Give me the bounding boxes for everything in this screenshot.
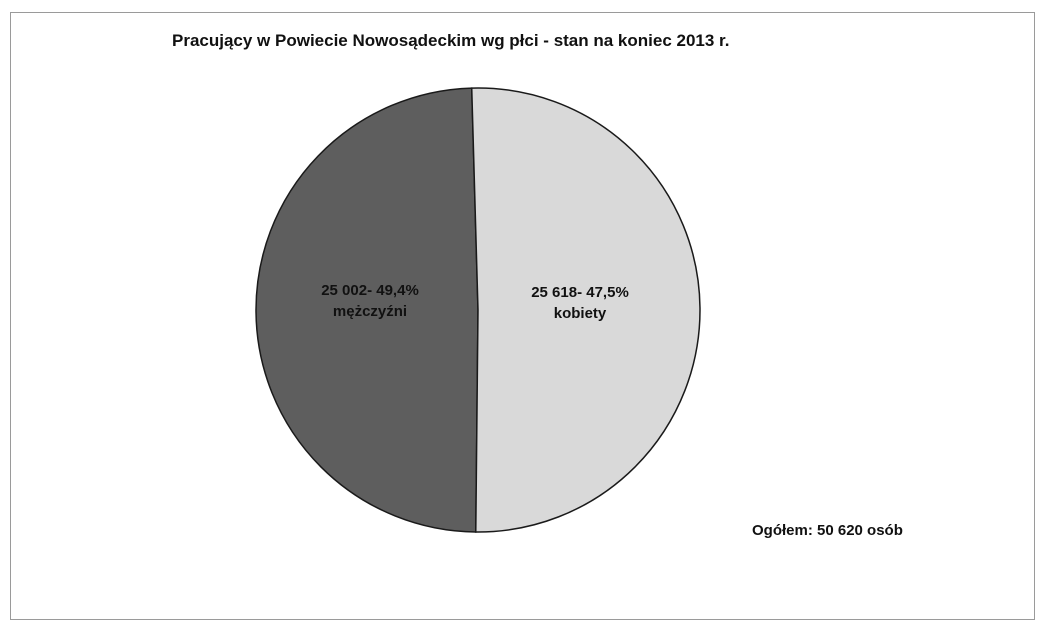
slice-label-name-men: mężczyźni [333, 303, 407, 320]
slice-label-name-women: kobiety [554, 305, 607, 322]
pie-labels: 25 002- 49,4% mężczyźni 25 618- 47,5% ko… [321, 282, 629, 322]
total-annotation: Ogółem: 50 620 osób [752, 522, 903, 539]
pie-slice-women [470, 87, 701, 533]
slice-label-value-men: 25 002- 49,4% [321, 282, 419, 299]
slice-label-value-women: 25 618- 47,5% [531, 284, 629, 301]
pie-slice-men [255, 87, 479, 533]
chart-title: Pracujący w Powiecie Nowosądeckim wg płc… [172, 31, 730, 50]
pie-slices [255, 87, 701, 533]
